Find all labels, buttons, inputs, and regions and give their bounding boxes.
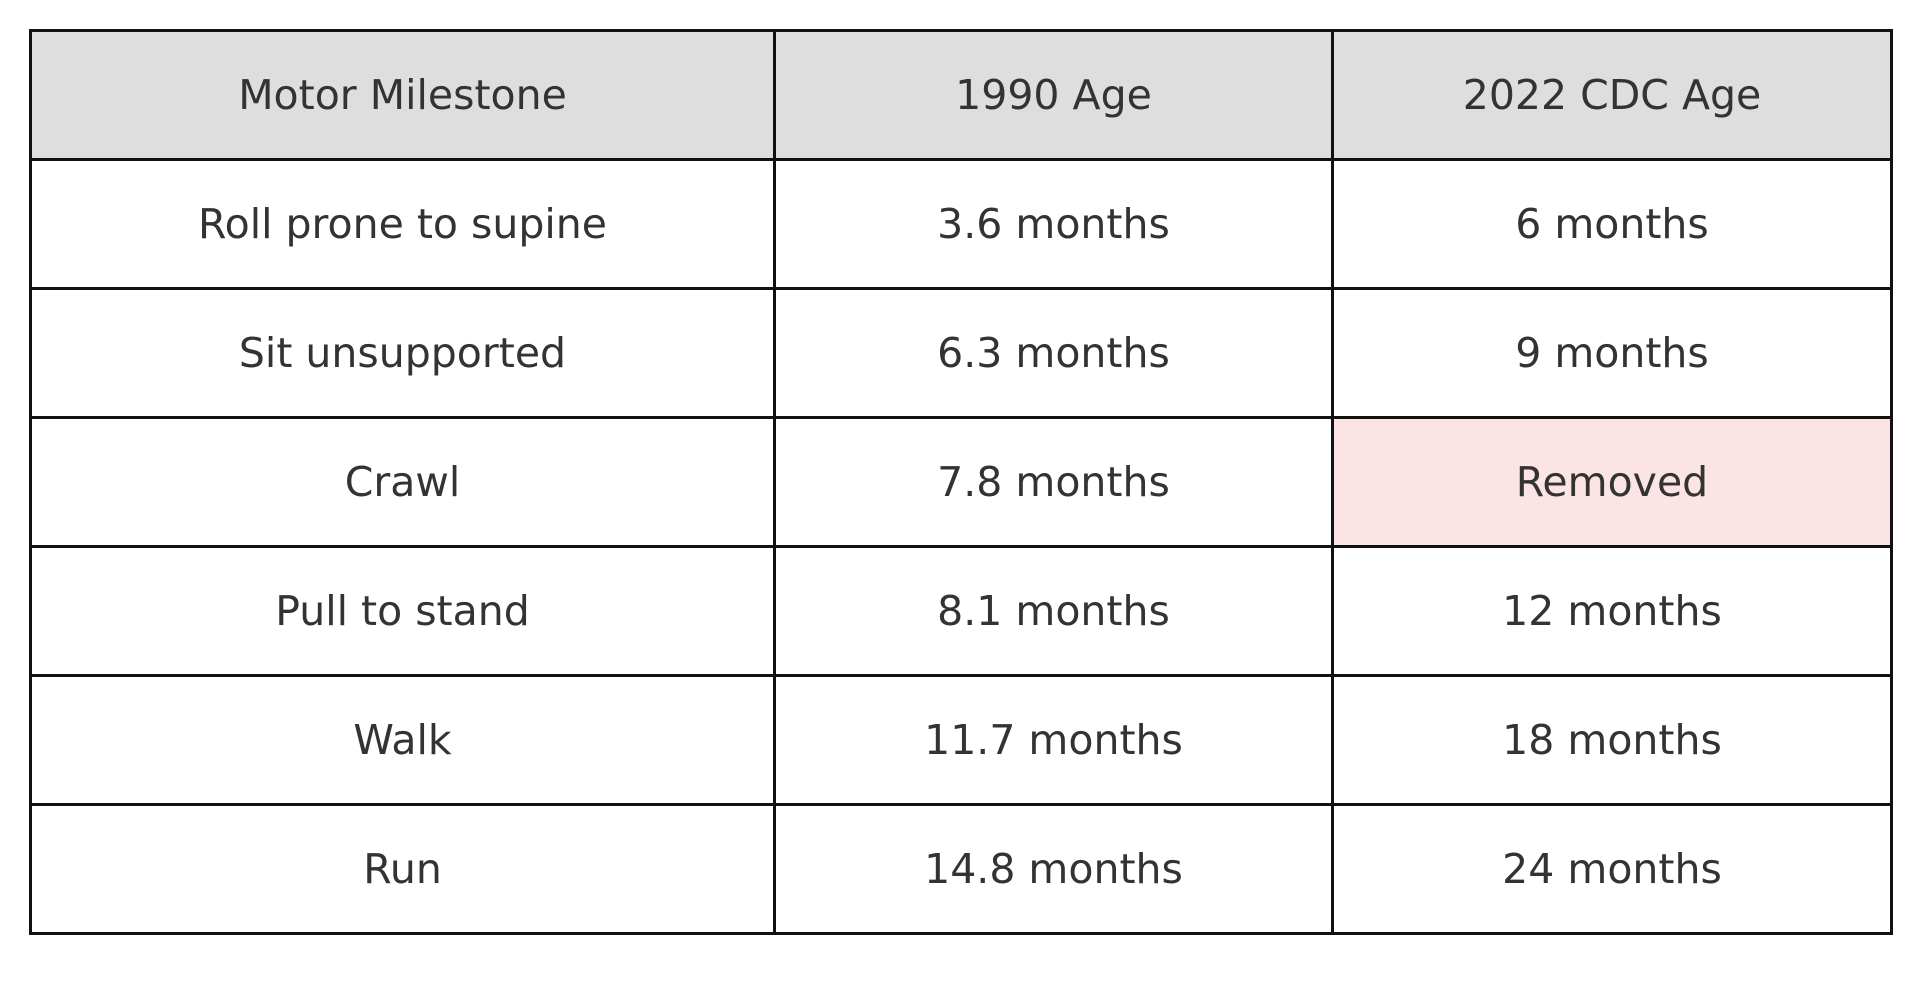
cell-1990-age: 8.1 months xyxy=(773,545,1334,677)
table-body: Roll prone to supine 3.6 months 6 months… xyxy=(29,158,1893,935)
cell-2022-cdc-age: 24 months xyxy=(1331,803,1893,935)
cell-1990-age: 6.3 months xyxy=(773,287,1334,419)
milestone-table-container: Motor Milestone 1990 Age 2022 CDC Age Ro… xyxy=(29,29,1893,935)
table-row: Run 14.8 months 24 months xyxy=(29,803,1893,935)
cell-milestone: Walk xyxy=(29,674,776,806)
cell-1990-age: 3.6 months xyxy=(773,158,1334,290)
cell-milestone: Sit unsupported xyxy=(29,287,776,419)
table-row: Sit unsupported 6.3 months 9 months xyxy=(29,287,1893,419)
cell-2022-cdc-age: 18 months xyxy=(1331,674,1893,806)
cell-milestone: Crawl xyxy=(29,416,776,548)
header-1990-age: 1990 Age xyxy=(773,29,1334,161)
header-row: Motor Milestone 1990 Age 2022 CDC Age xyxy=(29,29,1893,161)
cell-1990-age: 14.8 months xyxy=(773,803,1334,935)
cell-2022-cdc-age: 6 months xyxy=(1331,158,1893,290)
cell-1990-age: 7.8 months xyxy=(773,416,1334,548)
cell-2022-cdc-age: 12 months xyxy=(1331,545,1893,677)
milestone-table: Motor Milestone 1990 Age 2022 CDC Age Ro… xyxy=(29,29,1893,935)
table-row: Pull to stand 8.1 months 12 months xyxy=(29,545,1893,677)
cell-removed-highlight: Removed xyxy=(1331,416,1893,548)
cell-milestone: Run xyxy=(29,803,776,935)
cell-milestone: Roll prone to supine xyxy=(29,158,776,290)
table-row: Crawl 7.8 months Removed xyxy=(29,416,1893,548)
cell-2022-cdc-age: 9 months xyxy=(1331,287,1893,419)
header-motor-milestone: Motor Milestone xyxy=(29,29,776,161)
cell-milestone: Pull to stand xyxy=(29,545,776,677)
table-row: Roll prone to supine 3.6 months 6 months xyxy=(29,158,1893,290)
table-row: Walk 11.7 months 18 months xyxy=(29,674,1893,806)
header-2022-cdc-age: 2022 CDC Age xyxy=(1331,29,1893,161)
cell-1990-age: 11.7 months xyxy=(773,674,1334,806)
table-header: Motor Milestone 1990 Age 2022 CDC Age xyxy=(29,29,1893,161)
